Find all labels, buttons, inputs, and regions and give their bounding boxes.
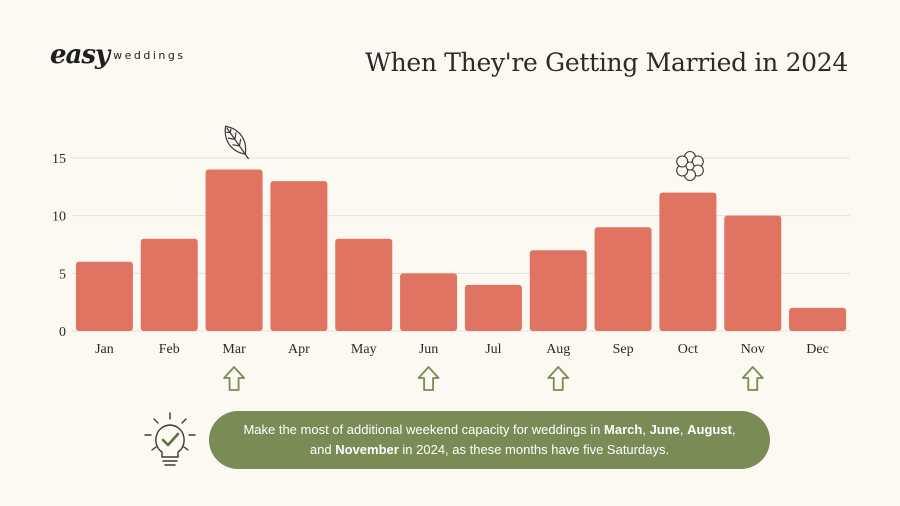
y-tick-label-15: 15 [52, 152, 66, 167]
x-tick-label-jun: Jun [419, 342, 438, 357]
brand-sub: weddings [113, 49, 186, 62]
tip-month-august: August [687, 422, 732, 437]
tip-text-4: , [731, 422, 736, 437]
bar-dec [789, 307, 847, 331]
lightbulb-check-icon [144, 412, 196, 466]
tip-month-november: November [335, 442, 399, 457]
x-tick-label-jul: Jul [485, 342, 501, 357]
tip-month-march: March [604, 422, 643, 437]
tip-text-2: , [642, 422, 650, 437]
x-tick-labels: Jan Feb Mar Apr May Jun Jul Aug Sep Oct Nov Dec [95, 342, 829, 357]
arrow-up-icon-jun [417, 366, 440, 391]
bar-nov [724, 215, 782, 331]
y-tick-labels: 0 5 10 15 [52, 152, 66, 340]
bar-jun [400, 273, 458, 331]
tip-text-5: and [309, 442, 336, 457]
y-tick-label-10: 10 [52, 210, 66, 225]
bar-jul [464, 284, 522, 331]
x-tick-label-jan: Jan [95, 342, 114, 357]
arrow-up-icon-mar [223, 366, 245, 391]
bar-sep [594, 227, 652, 331]
x-tick-label-apr: Apr [288, 342, 310, 357]
bar-may [335, 238, 393, 331]
brand-logo: easy weddings [50, 40, 186, 70]
bars-group [75, 169, 847, 331]
x-tick-label-aug: Aug [546, 342, 570, 357]
bar-jan [75, 261, 133, 331]
y-tick-label-0: 0 [59, 325, 66, 340]
x-tick-label-dec: Dec [806, 342, 829, 357]
grid-lines [72, 157, 850, 332]
x-tick-label-mar: Mar [222, 342, 246, 357]
chart-title: When They're Getting Married in 2024 [365, 48, 848, 77]
leaf-icon [224, 125, 250, 160]
brand-script: easy [50, 40, 110, 70]
bar-chart: 0 5 10 15 Jan Feb Mar Apr May Jun Jul Aug Sep Oct Nov… [52, 125, 850, 391]
x-tick-label-feb: Feb [159, 342, 180, 357]
x-tick-label-sep: Sep [613, 342, 634, 357]
bar-feb [140, 238, 198, 331]
bar-mar [205, 169, 263, 331]
tip-text-1: Make the most of additional weekend capa… [243, 422, 605, 437]
bar-oct [659, 192, 717, 331]
y-tick-label-5: 5 [59, 267, 66, 282]
tip-text-6: in 2024, as these months have five Satur… [398, 442, 670, 457]
arrow-up-icon-nov [741, 366, 764, 391]
x-tick-label-oct: Oct [678, 342, 698, 357]
tip-banner: Make the most of additional weekend capa… [209, 411, 770, 469]
tip-text-3: , [679, 422, 688, 437]
x-tick-label-nov: Nov [741, 342, 765, 357]
tip-month-june: June [649, 422, 680, 437]
bar-apr [270, 181, 328, 331]
five-saturday-arrows [223, 366, 764, 391]
x-tick-label-may: May [351, 342, 377, 357]
bar-aug [529, 250, 587, 331]
flower-icon [676, 150, 704, 182]
arrow-up-icon-aug [547, 366, 570, 391]
